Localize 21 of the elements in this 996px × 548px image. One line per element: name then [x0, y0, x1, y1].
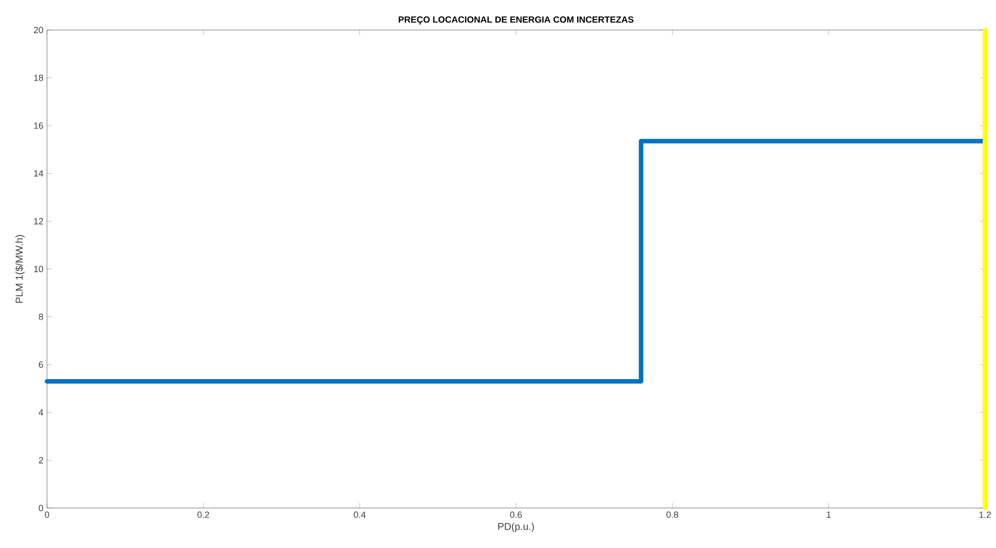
x-tick-label: 0	[44, 512, 50, 518]
x-tick-label: 1	[826, 512, 831, 518]
x-tick-label: 1.2	[979, 512, 991, 518]
y-tick-label: 20	[34, 26, 44, 34]
y-tick-label: 18	[34, 74, 44, 81]
x-axis-title: PD(p.u.)	[498, 522, 534, 532]
x-tick-label: 0.8	[666, 512, 678, 518]
y-tick-label: 2	[38, 457, 44, 464]
x-tick-label: 0.2	[197, 512, 210, 518]
y-tick-label: 4	[38, 409, 44, 416]
y-tick-label: 14	[34, 170, 44, 176]
y-tick-label: 12	[34, 218, 44, 224]
y-tick-label: 16	[34, 122, 44, 129]
y-tick-label: 8	[38, 314, 44, 320]
chart-title: PREÇO LOCACIONAL DE ENERGIA COM INCERTEZAS	[398, 16, 634, 24]
x-tick-label: 0.4	[354, 512, 366, 518]
x-tick-label: 0.6	[510, 512, 522, 518]
y-axis-title: PLM 1($/MW.h)	[15, 235, 25, 303]
y-tick-label: 0	[38, 504, 44, 512]
y-tick-label: 10	[34, 266, 44, 272]
y-tick-label: 6	[38, 361, 44, 368]
